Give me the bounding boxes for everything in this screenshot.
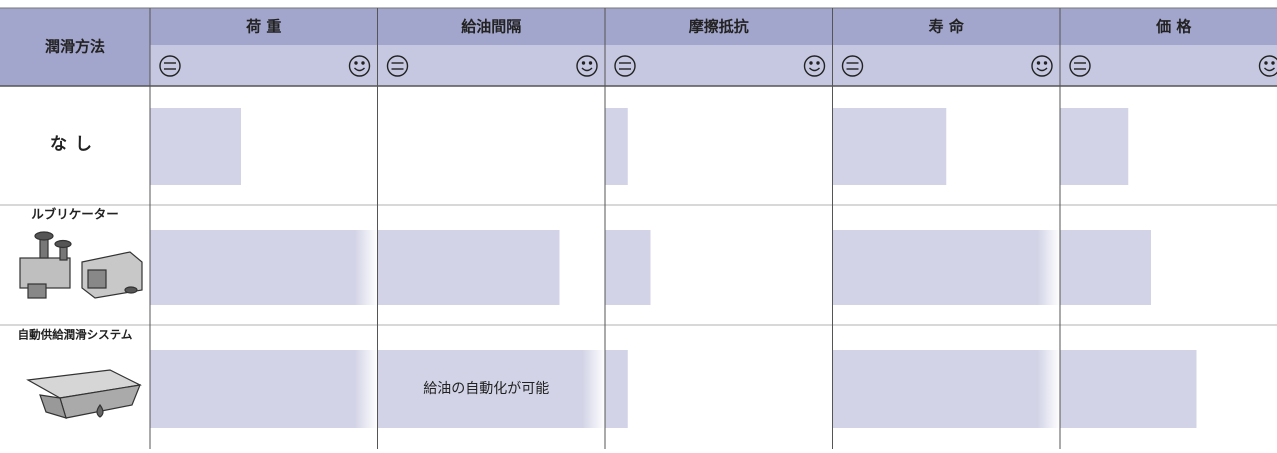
rating-bar bbox=[1060, 350, 1197, 428]
face-eye bbox=[1045, 62, 1047, 64]
rating-bar bbox=[605, 108, 628, 185]
face-eye bbox=[810, 62, 812, 64]
rating-cell bbox=[605, 45, 833, 86]
rating-bar bbox=[150, 108, 241, 185]
face-eye bbox=[590, 62, 592, 64]
face-eye bbox=[1265, 62, 1267, 64]
face-eye bbox=[355, 62, 357, 64]
rating-bar bbox=[833, 230, 1061, 305]
rating-cell bbox=[833, 45, 1061, 86]
column-header: 寿 命 bbox=[929, 18, 965, 36]
face-eye bbox=[583, 62, 585, 64]
face-eye bbox=[362, 62, 364, 64]
cell-note: 給油の自動化が可能 bbox=[423, 381, 549, 397]
rating-cell bbox=[150, 45, 378, 86]
rating-cell bbox=[378, 45, 606, 86]
rating-bar bbox=[833, 108, 947, 185]
rating-bar bbox=[378, 230, 560, 305]
rating-bar bbox=[1060, 230, 1151, 305]
column-header: 摩擦抵抗 bbox=[689, 18, 749, 36]
face-eye bbox=[1038, 62, 1040, 64]
rating-cell bbox=[1060, 45, 1277, 86]
rating-bar bbox=[605, 230, 651, 305]
corner-label: 潤滑方法 bbox=[45, 38, 105, 56]
column-header: 価 格 bbox=[1155, 18, 1192, 36]
rating-bar bbox=[1060, 108, 1128, 185]
face-eye bbox=[817, 62, 819, 64]
rating-bar bbox=[833, 350, 1061, 428]
rating-bar bbox=[150, 230, 378, 305]
rating-bar bbox=[605, 350, 628, 428]
row-label: 自動供給潤滑システム bbox=[18, 328, 133, 342]
face-eye bbox=[1272, 62, 1274, 64]
row-label: ルブリケーター bbox=[31, 207, 119, 222]
auto-system-illustration bbox=[28, 370, 140, 418]
column-header: 給油間隔 bbox=[461, 18, 521, 36]
row-label: なし bbox=[50, 135, 100, 155]
rating-bar bbox=[150, 350, 378, 428]
column-header: 荷 重 bbox=[246, 18, 281, 36]
lubricator-illustration bbox=[20, 232, 142, 298]
